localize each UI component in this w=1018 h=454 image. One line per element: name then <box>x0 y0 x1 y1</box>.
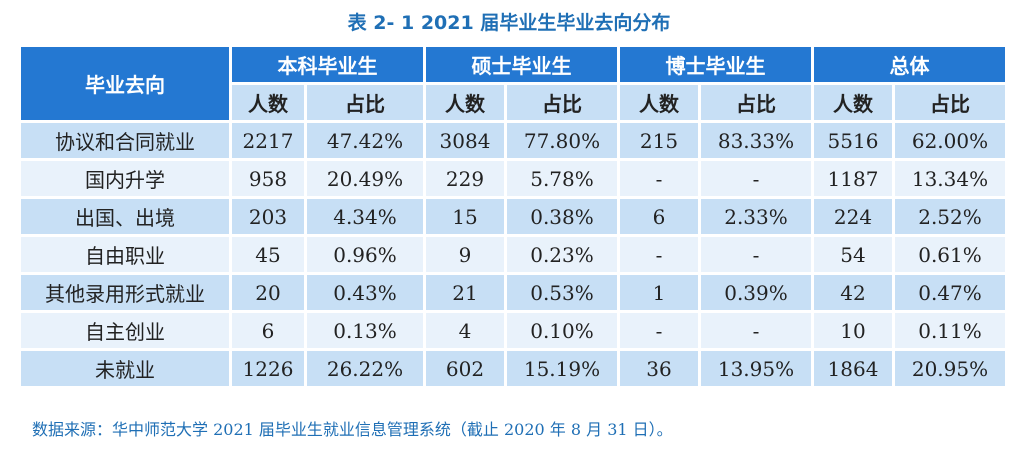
count-cell: 6 <box>232 313 304 348</box>
count-cell: 54 <box>814 237 892 272</box>
group-header-master: 硕士毕业生 <box>426 47 617 82</box>
count-cell: 1 <box>620 275 698 310</box>
count-cell: 229 <box>426 161 504 196</box>
count-cell: 224 <box>814 199 892 234</box>
ratio-cell: 0.96% <box>307 237 423 272</box>
ratio-cell: 0.47% <box>895 275 1005 310</box>
table-row: 未就业 1226 26.22% 602 15.19% 36 13.95% 1864 20.95% <box>21 351 1005 386</box>
ratio-cell: 0.10% <box>507 313 617 348</box>
table-row: 其他录用形式就业 20 0.43% 21 0.53% 1 0.39% 42 0.47% <box>21 275 1005 310</box>
ratio-cell: 13.34% <box>895 161 1005 196</box>
ratio-cell: 20.49% <box>307 161 423 196</box>
ratio-cell: 5.78% <box>507 161 617 196</box>
ratio-cell: 0.61% <box>895 237 1005 272</box>
count-cell: 6 <box>620 199 698 234</box>
ratio-cell: 0.11% <box>895 313 1005 348</box>
sub-header-count: 人数 <box>814 85 892 120</box>
row-label: 国内升学 <box>21 161 229 196</box>
count-cell: 36 <box>620 351 698 386</box>
table-row: 出国、出境 203 4.34% 15 0.38% 6 2.33% 224 2.52% <box>21 199 1005 234</box>
sub-header-ratio: 占比 <box>701 85 811 120</box>
count-cell: 21 <box>426 275 504 310</box>
ratio-cell: 0.53% <box>507 275 617 310</box>
count-cell: - <box>620 237 698 272</box>
count-cell: 1864 <box>814 351 892 386</box>
row-label: 自主创业 <box>21 313 229 348</box>
group-header-doctor: 博士毕业生 <box>620 47 811 82</box>
ratio-cell: 83.33% <box>701 123 811 158</box>
count-cell: 10 <box>814 313 892 348</box>
row-label: 未就业 <box>21 351 229 386</box>
row-label: 其他录用形式就业 <box>21 275 229 310</box>
ratio-cell: 77.80% <box>507 123 617 158</box>
ratio-cell: - <box>701 313 811 348</box>
group-header-bachelor: 本科毕业生 <box>232 47 423 82</box>
table-row: 自由职业 45 0.96% 9 0.23% - -54 0.61% <box>21 237 1005 272</box>
count-cell: 1226 <box>232 351 304 386</box>
ratio-cell: 47.42% <box>307 123 423 158</box>
count-cell: 1187 <box>814 161 892 196</box>
count-cell: - <box>620 313 698 348</box>
ratio-cell: - <box>701 161 811 196</box>
ratio-cell: 4.34% <box>307 199 423 234</box>
count-cell: 203 <box>232 199 304 234</box>
table-row: 协议和合同就业 2217 47.42% 3084 77.80% 215 83.33% 5516… <box>21 123 1005 158</box>
graduate-destination-table: 毕业去向 本科毕业生 硕士毕业生 博士毕业生 总体 人数 占比 人数 占比 人数… <box>18 44 1008 389</box>
count-cell: 958 <box>232 161 304 196</box>
ratio-cell: 26.22% <box>307 351 423 386</box>
ratio-cell: 20.95% <box>895 351 1005 386</box>
sub-header-ratio: 占比 <box>895 85 1005 120</box>
count-cell: 215 <box>620 123 698 158</box>
count-cell: 5516 <box>814 123 892 158</box>
count-cell: 2217 <box>232 123 304 158</box>
ratio-cell: 13.95% <box>701 351 811 386</box>
sub-header-count: 人数 <box>232 85 304 120</box>
source-note: 数据来源：华中师范大学 2021 届毕业生就业信息管理系统（截止 2020 年 … <box>32 420 673 439</box>
count-cell: 45 <box>232 237 304 272</box>
sub-header-ratio: 占比 <box>507 85 617 120</box>
count-cell: 3084 <box>426 123 504 158</box>
table-row: 国内升学 958 20.49% 229 5.78% - -1187 13.34% <box>21 161 1005 196</box>
row-label: 出国、出境 <box>21 199 229 234</box>
table-row: 自主创业 6 0.13% 4 0.10% - -10 0.11% <box>21 313 1005 348</box>
sub-header-count: 人数 <box>426 85 504 120</box>
count-cell: 20 <box>232 275 304 310</box>
ratio-cell: 62.00% <box>895 123 1005 158</box>
row-header: 毕业去向 <box>21 47 229 120</box>
row-label: 自由职业 <box>21 237 229 272</box>
count-cell: 9 <box>426 237 504 272</box>
count-cell: 15 <box>426 199 504 234</box>
sub-header-ratio: 占比 <box>307 85 423 120</box>
ratio-cell: 0.39% <box>701 275 811 310</box>
group-header-total: 总体 <box>814 47 1005 82</box>
ratio-cell: 0.23% <box>507 237 617 272</box>
count-cell: 4 <box>426 313 504 348</box>
ratio-cell: 15.19% <box>507 351 617 386</box>
sub-header-count: 人数 <box>620 85 698 120</box>
table-body: 协议和合同就业 2217 47.42% 3084 77.80% 215 83.33% 5516… <box>21 123 1005 386</box>
ratio-cell: 2.33% <box>701 199 811 234</box>
ratio-cell: 2.52% <box>895 199 1005 234</box>
table-title: 表 2- 1 2021 届毕业生毕业去向分布 <box>347 12 671 34</box>
count-cell: - <box>620 161 698 196</box>
ratio-cell: - <box>701 237 811 272</box>
count-cell: 42 <box>814 275 892 310</box>
row-label: 协议和合同就业 <box>21 123 229 158</box>
ratio-cell: 0.43% <box>307 275 423 310</box>
ratio-cell: 0.13% <box>307 313 423 348</box>
count-cell: 602 <box>426 351 504 386</box>
ratio-cell: 0.38% <box>507 199 617 234</box>
